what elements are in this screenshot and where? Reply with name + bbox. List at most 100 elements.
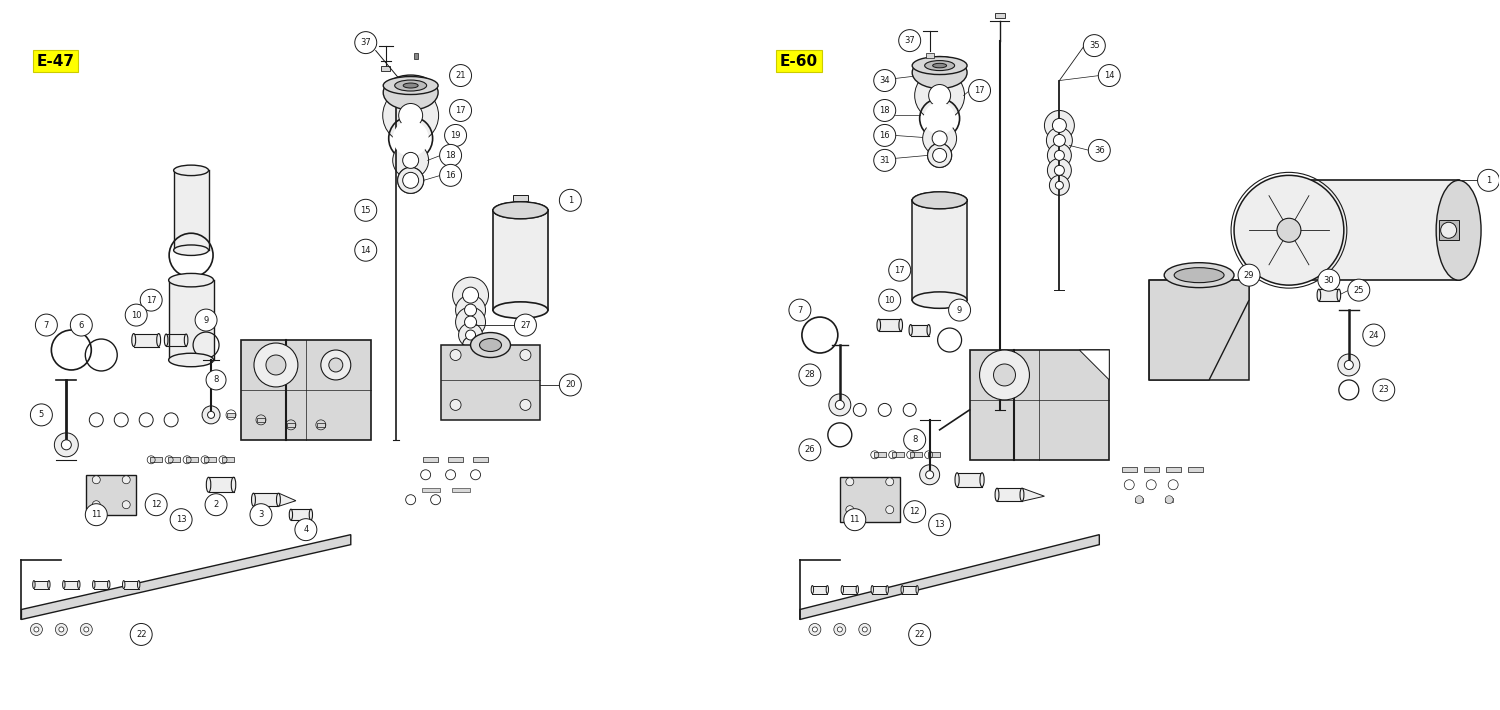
- Bar: [254, 493, 279, 506]
- Circle shape: [93, 476, 100, 484]
- Circle shape: [130, 623, 152, 645]
- Text: 8: 8: [213, 376, 219, 384]
- Circle shape: [859, 623, 871, 635]
- Text: 27: 27: [520, 320, 531, 329]
- Circle shape: [30, 404, 52, 426]
- Circle shape: [328, 358, 344, 372]
- Ellipse shape: [933, 63, 946, 68]
- Ellipse shape: [184, 334, 188, 346]
- Polygon shape: [1023, 488, 1044, 501]
- Polygon shape: [1149, 280, 1250, 380]
- Bar: [1149, 280, 1250, 380]
- Ellipse shape: [132, 334, 135, 346]
- Circle shape: [170, 508, 192, 530]
- Circle shape: [382, 87, 438, 143]
- Circle shape: [393, 143, 429, 178]
- Text: 24: 24: [1368, 331, 1378, 339]
- Circle shape: [122, 501, 130, 508]
- Ellipse shape: [471, 332, 510, 358]
- Circle shape: [459, 323, 483, 347]
- Circle shape: [206, 370, 226, 390]
- Circle shape: [836, 400, 844, 410]
- Ellipse shape: [1336, 289, 1341, 301]
- Text: 37: 37: [360, 38, 370, 47]
- Ellipse shape: [404, 83, 418, 88]
- Ellipse shape: [174, 165, 208, 175]
- Circle shape: [909, 623, 930, 645]
- Bar: [843, 586, 858, 594]
- Bar: [1438, 220, 1458, 240]
- Ellipse shape: [290, 509, 292, 520]
- Text: 10: 10: [885, 295, 896, 305]
- Circle shape: [927, 143, 951, 168]
- Circle shape: [93, 501, 100, 508]
- Circle shape: [122, 476, 130, 484]
- Circle shape: [70, 314, 93, 336]
- Text: 22: 22: [136, 630, 147, 639]
- Text: 13: 13: [176, 515, 186, 524]
- Circle shape: [874, 149, 896, 171]
- Bar: [912, 200, 968, 300]
- Text: 17: 17: [146, 295, 156, 305]
- Ellipse shape: [1020, 488, 1025, 501]
- Ellipse shape: [494, 202, 548, 219]
- Circle shape: [1234, 175, 1344, 285]
- Ellipse shape: [1443, 180, 1473, 280]
- Ellipse shape: [252, 493, 255, 506]
- Circle shape: [520, 400, 531, 410]
- Text: 23: 23: [1378, 386, 1389, 395]
- Text: 13: 13: [934, 520, 945, 529]
- Polygon shape: [21, 535, 351, 620]
- Circle shape: [1276, 218, 1300, 242]
- Text: 21: 21: [456, 71, 466, 80]
- Circle shape: [514, 314, 537, 336]
- Bar: [150, 457, 162, 462]
- Text: 14: 14: [1104, 71, 1114, 80]
- Text: 7: 7: [44, 320, 50, 329]
- Bar: [209, 477, 234, 492]
- Text: 3: 3: [258, 510, 264, 519]
- Circle shape: [1338, 354, 1360, 376]
- Circle shape: [808, 623, 820, 635]
- Text: 36: 36: [1094, 146, 1104, 155]
- Circle shape: [140, 289, 162, 311]
- Text: 10: 10: [130, 310, 141, 320]
- Text: 17: 17: [894, 266, 904, 275]
- Bar: [256, 418, 265, 422]
- Circle shape: [932, 131, 946, 146]
- Ellipse shape: [1174, 268, 1224, 283]
- Circle shape: [1050, 175, 1070, 195]
- Circle shape: [30, 623, 42, 635]
- Circle shape: [879, 289, 900, 311]
- Circle shape: [993, 364, 1016, 386]
- Circle shape: [830, 394, 850, 416]
- Circle shape: [254, 343, 298, 387]
- Bar: [242, 340, 370, 439]
- Text: E-60: E-60: [780, 53, 818, 69]
- Circle shape: [980, 350, 1029, 400]
- Ellipse shape: [878, 319, 880, 331]
- Text: 35: 35: [1089, 41, 1100, 50]
- Circle shape: [1053, 134, 1065, 146]
- Ellipse shape: [156, 334, 160, 346]
- Text: 9: 9: [204, 315, 209, 324]
- Circle shape: [903, 501, 926, 523]
- Bar: [1143, 467, 1158, 472]
- Circle shape: [450, 349, 460, 361]
- Circle shape: [206, 493, 226, 515]
- Ellipse shape: [231, 477, 236, 492]
- Text: 37: 37: [904, 36, 915, 45]
- Ellipse shape: [168, 354, 213, 367]
- Circle shape: [266, 355, 286, 375]
- Circle shape: [456, 307, 486, 337]
- Circle shape: [560, 190, 582, 212]
- Bar: [123, 581, 138, 589]
- Bar: [927, 452, 939, 457]
- Ellipse shape: [994, 488, 999, 501]
- Circle shape: [321, 350, 351, 380]
- Circle shape: [874, 99, 896, 121]
- Circle shape: [465, 316, 477, 328]
- Circle shape: [862, 627, 867, 632]
- Circle shape: [356, 239, 376, 261]
- Bar: [1166, 498, 1173, 502]
